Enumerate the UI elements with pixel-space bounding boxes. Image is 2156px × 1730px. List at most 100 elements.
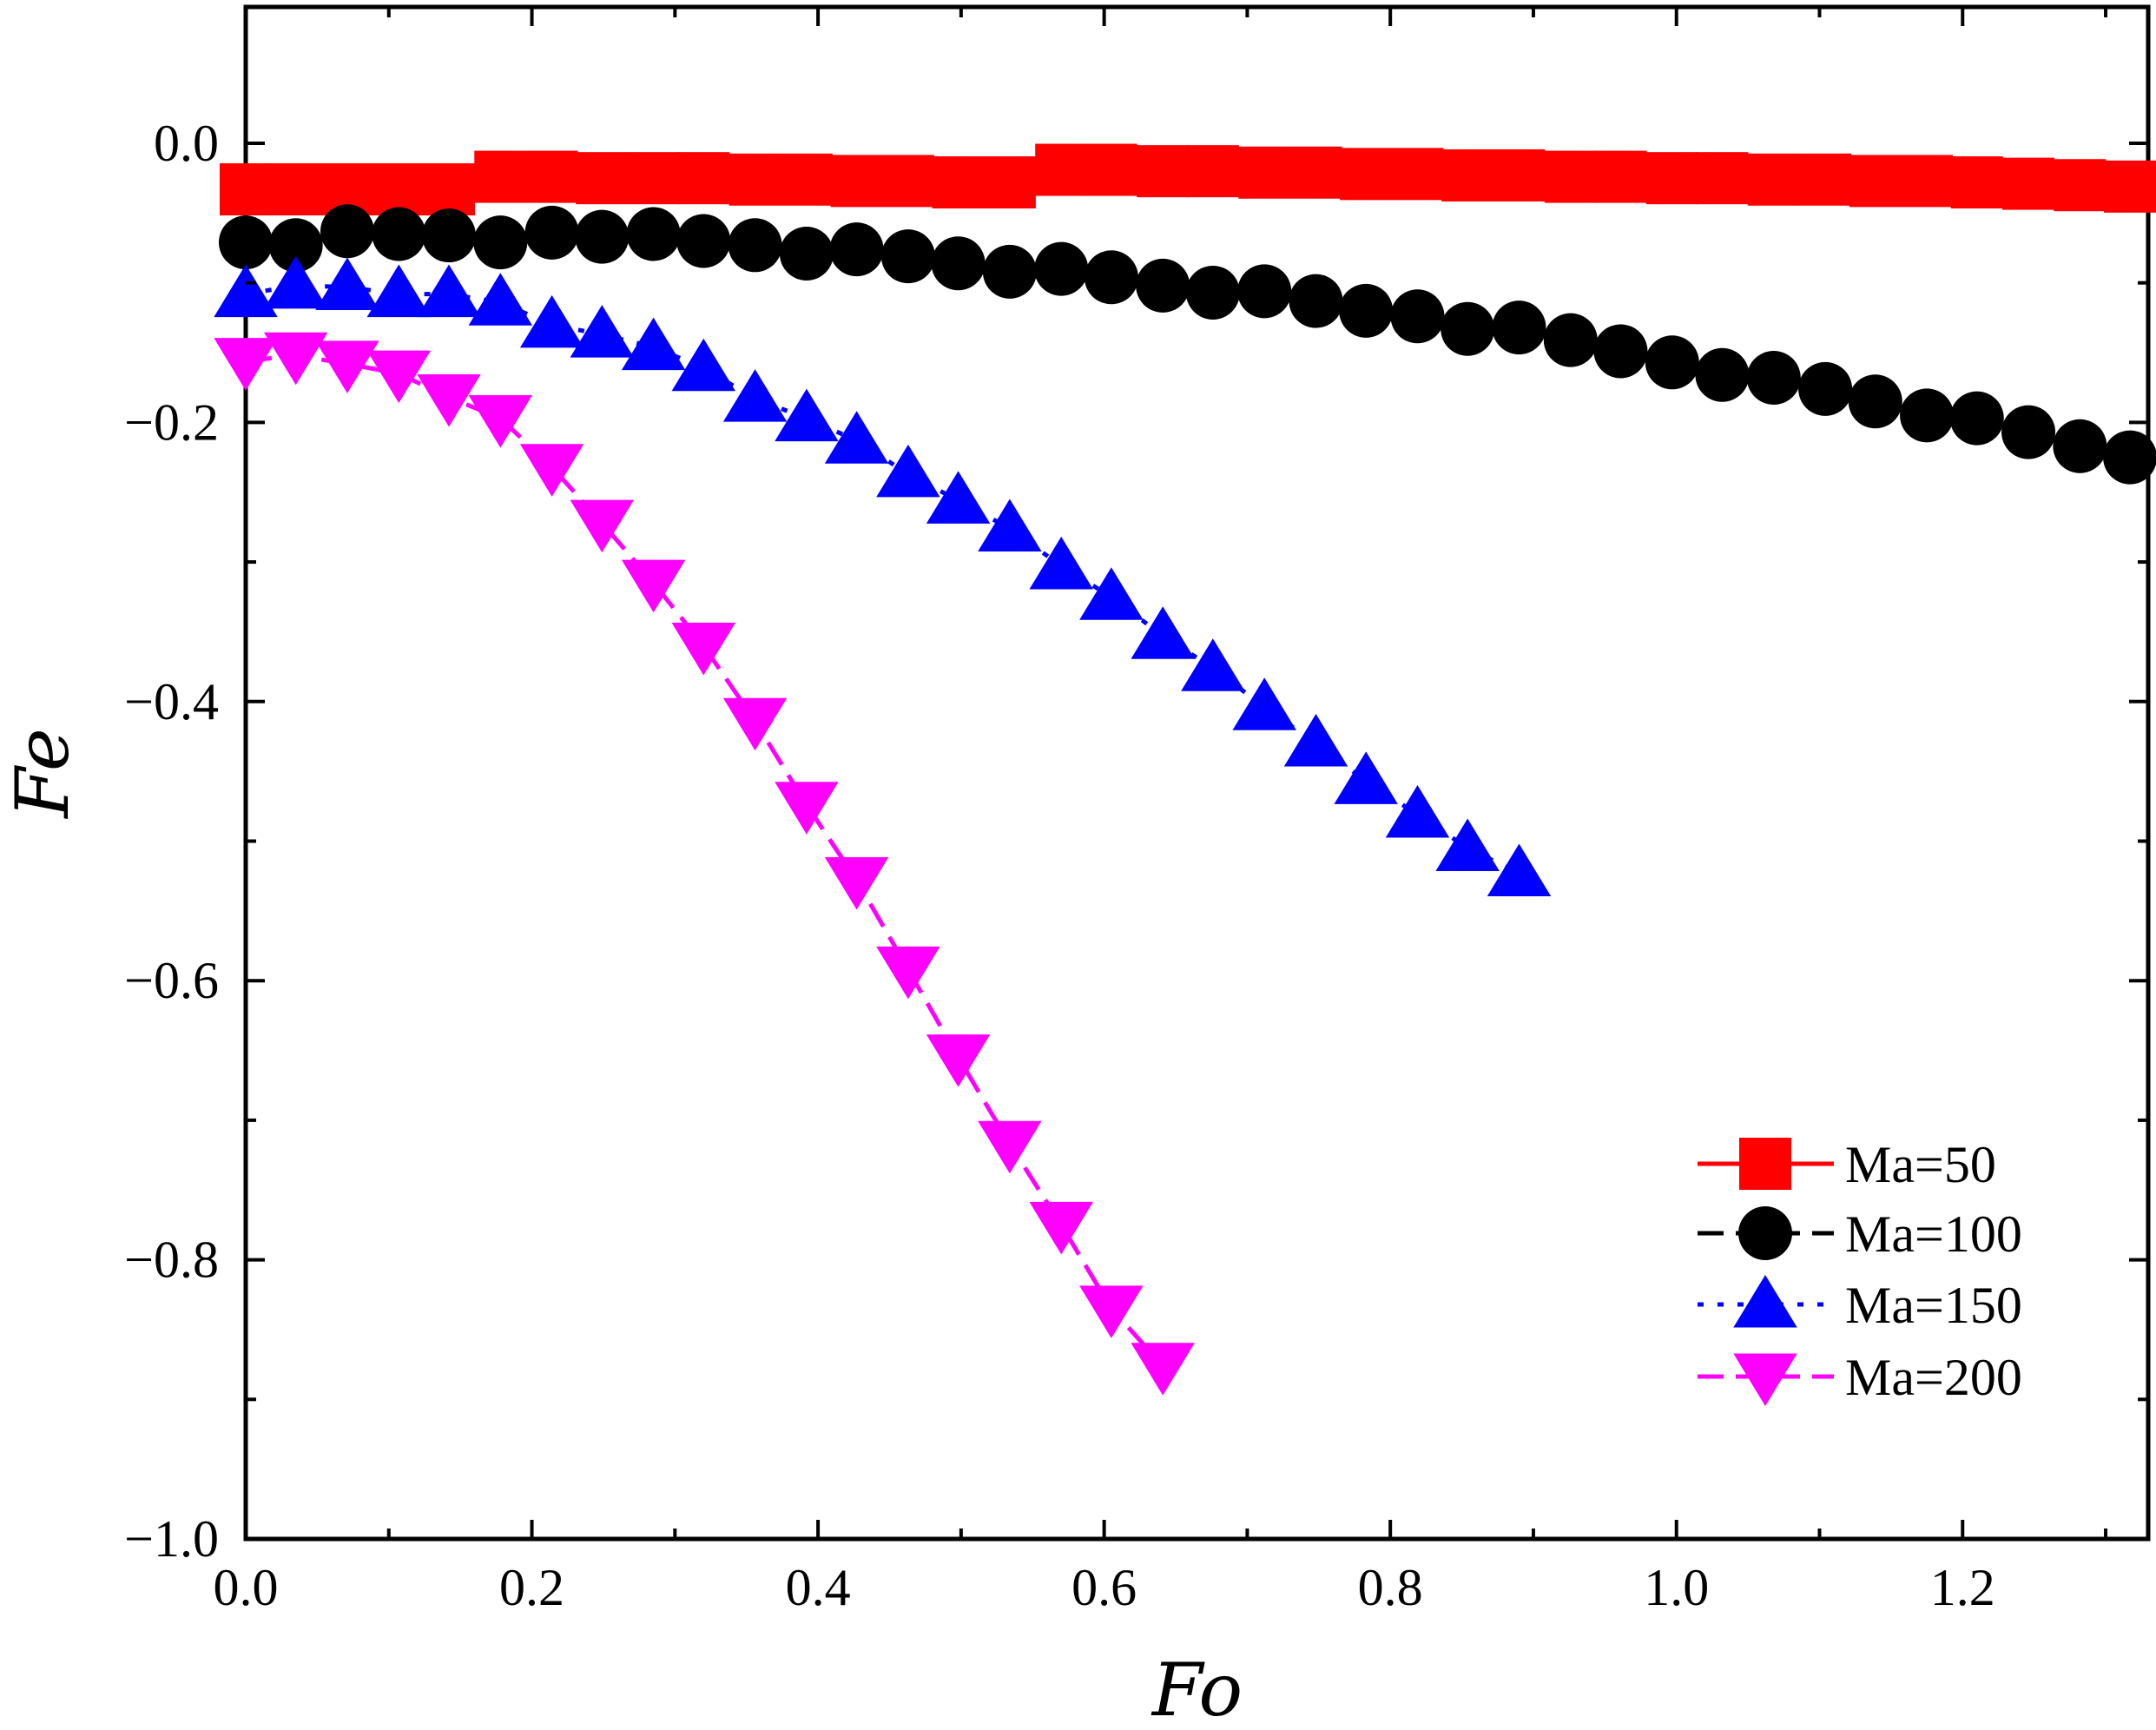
data-point-3-4: [417, 373, 481, 427]
data-point-1-18: [1136, 258, 1190, 313]
data-point-2-16: [1029, 536, 1093, 590]
data-point-3-0: [214, 338, 278, 391]
data-point-0-30: [1747, 153, 1800, 206]
data-point-0-37: [2104, 160, 2156, 213]
y-axis-title: Fe: [0, 728, 85, 819]
data-point-2-12: [824, 411, 889, 464]
data-point-0-36: [2054, 159, 2107, 212]
x-tick-label-1: 0.2: [499, 1559, 564, 1616]
data-point-0-20: [1238, 146, 1291, 199]
data-point-2-10: [722, 369, 788, 422]
series-3: [214, 332, 1195, 1396]
data-point-2-5: [468, 273, 533, 326]
y-tick-label-3: −0.6: [124, 952, 219, 1009]
data-point-2-21: [1283, 714, 1348, 767]
legend-item-2: Ma=150: [1698, 1275, 2022, 1334]
data-point-0-22: [1340, 148, 1393, 201]
legend-marker-2: [1733, 1275, 1797, 1328]
data-point-0-16: [1035, 143, 1088, 196]
data-point-1-12: [829, 222, 884, 277]
data-point-0-7: [576, 152, 629, 205]
data-point-2-4: [417, 264, 481, 318]
data-point-0-11: [780, 153, 833, 206]
y-tick-label-1: −0.2: [124, 393, 219, 451]
data-point-3-11: [775, 782, 839, 835]
data-point-3-13: [876, 946, 940, 1000]
y-tick-label-0: 0.0: [154, 115, 219, 172]
data-point-1-16: [1034, 241, 1089, 296]
data-point-0-12: [830, 155, 883, 208]
data-point-1-28: [1645, 335, 1699, 390]
data-point-1-35: [2001, 405, 2056, 459]
x-tick-label-6: 1.2: [1930, 1559, 1995, 1616]
legend: Ma=50 Ma=100 Ma=150 Ma=200: [1698, 1136, 2022, 1406]
y-tick-label-5: −1.0: [124, 1510, 219, 1568]
data-point-1-27: [1593, 324, 1648, 379]
data-point-3-16: [1029, 1201, 1093, 1255]
data-point-1-15: [982, 244, 1037, 299]
x-tick-label-2: 0.4: [786, 1559, 851, 1616]
data-point-0-10: [729, 153, 781, 206]
plot-frame: [243, 4, 2151, 1542]
data-point-1-21: [1289, 274, 1343, 328]
data-point-3-12: [824, 856, 889, 910]
data-point-3-6: [519, 444, 584, 497]
data-point-1-9: [676, 214, 731, 268]
data-point-0-18: [1137, 145, 1190, 198]
data-point-2-22: [1334, 751, 1398, 804]
data-point-2-23: [1385, 784, 1450, 838]
data-point-1-22: [1339, 283, 1394, 338]
data-point-0-23: [1391, 148, 1444, 201]
data-point-1-13: [880, 229, 935, 284]
legend-label-2: Ma=150: [1845, 1277, 2022, 1334]
data-point-0-3: [373, 163, 425, 216]
data-point-2-24: [1435, 818, 1500, 872]
data-point-1-6: [524, 205, 579, 260]
data-point-2-11: [775, 388, 839, 442]
data-point-0-27: [1594, 150, 1647, 203]
data-point-2-9: [671, 338, 735, 392]
data-point-1-17: [1084, 250, 1138, 305]
data-point-0-25: [1493, 149, 1546, 201]
y-tick-label-2: −0.4: [124, 673, 219, 730]
legend-marker-1: [1738, 1206, 1792, 1260]
data-point-3-14: [926, 1034, 991, 1087]
data-point-1-11: [779, 226, 834, 281]
data-point-0-9: [677, 152, 730, 205]
data-point-2-13: [876, 444, 940, 498]
data-point-0-33: [1901, 155, 1954, 208]
ticks-layer: 0.0 0.2 0.4 0.6 0.8 1.0 1.2 0.0 −0.2 −0.4 −0.6 −0.8…: [124, 7, 2148, 1616]
data-point-1-26: [1543, 313, 1598, 367]
data-point-0-17: [1085, 143, 1137, 196]
data-point-0-8: [627, 152, 680, 205]
data-point-1-32: [1848, 374, 1902, 429]
data-point-2-20: [1232, 677, 1296, 730]
data-point-3-17: [1079, 1285, 1144, 1338]
data-point-0-6: [525, 150, 578, 203]
data-point-1-30: [1746, 350, 1801, 405]
data-point-3-8: [621, 559, 686, 613]
data-point-0-21: [1289, 146, 1342, 199]
data-point-2-7: [570, 305, 635, 358]
legend-item-1: Ma=100: [1698, 1205, 2022, 1263]
series-line-2: [245, 283, 1520, 875]
data-point-0-0: [220, 163, 272, 216]
data-point-3-5: [468, 395, 533, 448]
data-point-3-15: [978, 1120, 1042, 1174]
data-point-1-1: [268, 218, 323, 273]
legend-item-0: Ma=50: [1698, 1136, 1996, 1193]
data-point-1-3: [372, 207, 426, 261]
data-point-1-2: [320, 204, 374, 259]
data-point-1-14: [931, 236, 986, 291]
data-point-1-34: [1949, 391, 2004, 446]
data-point-2-17: [1079, 567, 1144, 620]
data-point-1-23: [1390, 289, 1445, 344]
x-tick-label-5: 1.0: [1644, 1559, 1709, 1616]
data-point-0-31: [1799, 153, 1852, 206]
data-point-1-8: [626, 207, 681, 261]
data-point-2-14: [926, 471, 991, 524]
series-2: [214, 255, 1552, 896]
data-point-1-33: [1900, 388, 1955, 443]
series-0: [220, 143, 2156, 216]
